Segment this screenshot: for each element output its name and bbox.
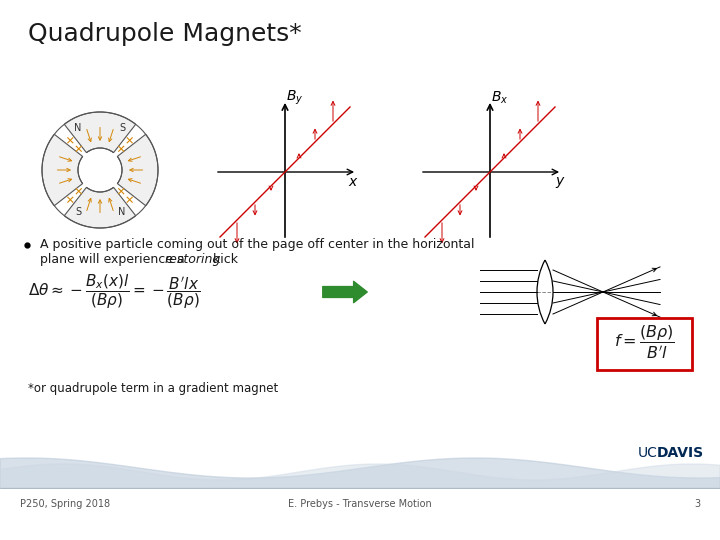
Wedge shape (117, 134, 158, 206)
Text: DAVIS: DAVIS (657, 446, 704, 460)
Text: restoring: restoring (165, 253, 221, 266)
FancyArrowPatch shape (323, 281, 367, 303)
Text: N: N (74, 123, 81, 133)
Text: 3: 3 (694, 499, 700, 509)
Text: $B_y$: $B_y$ (287, 89, 304, 107)
Wedge shape (42, 134, 83, 206)
Text: $y$: $y$ (554, 174, 565, 190)
Text: plane will experience a: plane will experience a (40, 253, 189, 266)
Text: *or quadrupole term in a gradient magnet: *or quadrupole term in a gradient magnet (28, 382, 278, 395)
Text: $x$: $x$ (348, 175, 359, 189)
Text: $\Delta\theta \approx -\dfrac{B_x(x)l}{(B\rho)} = -\dfrac{B'lx}{(B\rho)}$: $\Delta\theta \approx -\dfrac{B_x(x)l}{(… (28, 273, 201, 312)
Text: $f = \dfrac{(B\rho)}{B'l}$: $f = \dfrac{(B\rho)}{B'l}$ (614, 323, 675, 361)
Text: N: N (118, 207, 126, 217)
Text: Quadrupole Magnets*: Quadrupole Magnets* (28, 22, 302, 46)
Wedge shape (64, 187, 135, 228)
Text: E. Prebys - Transverse Motion: E. Prebys - Transverse Motion (288, 499, 432, 509)
Text: UC: UC (638, 446, 658, 460)
Text: kick: kick (209, 253, 238, 266)
Wedge shape (64, 112, 135, 153)
Text: P250, Spring 2018: P250, Spring 2018 (20, 499, 110, 509)
Text: S: S (119, 123, 125, 133)
FancyBboxPatch shape (597, 318, 692, 370)
Text: A positive particle coming out of the page off center in the horizontal: A positive particle coming out of the pa… (40, 238, 474, 251)
Text: $B_x$: $B_x$ (491, 90, 509, 106)
Text: S: S (75, 207, 81, 217)
